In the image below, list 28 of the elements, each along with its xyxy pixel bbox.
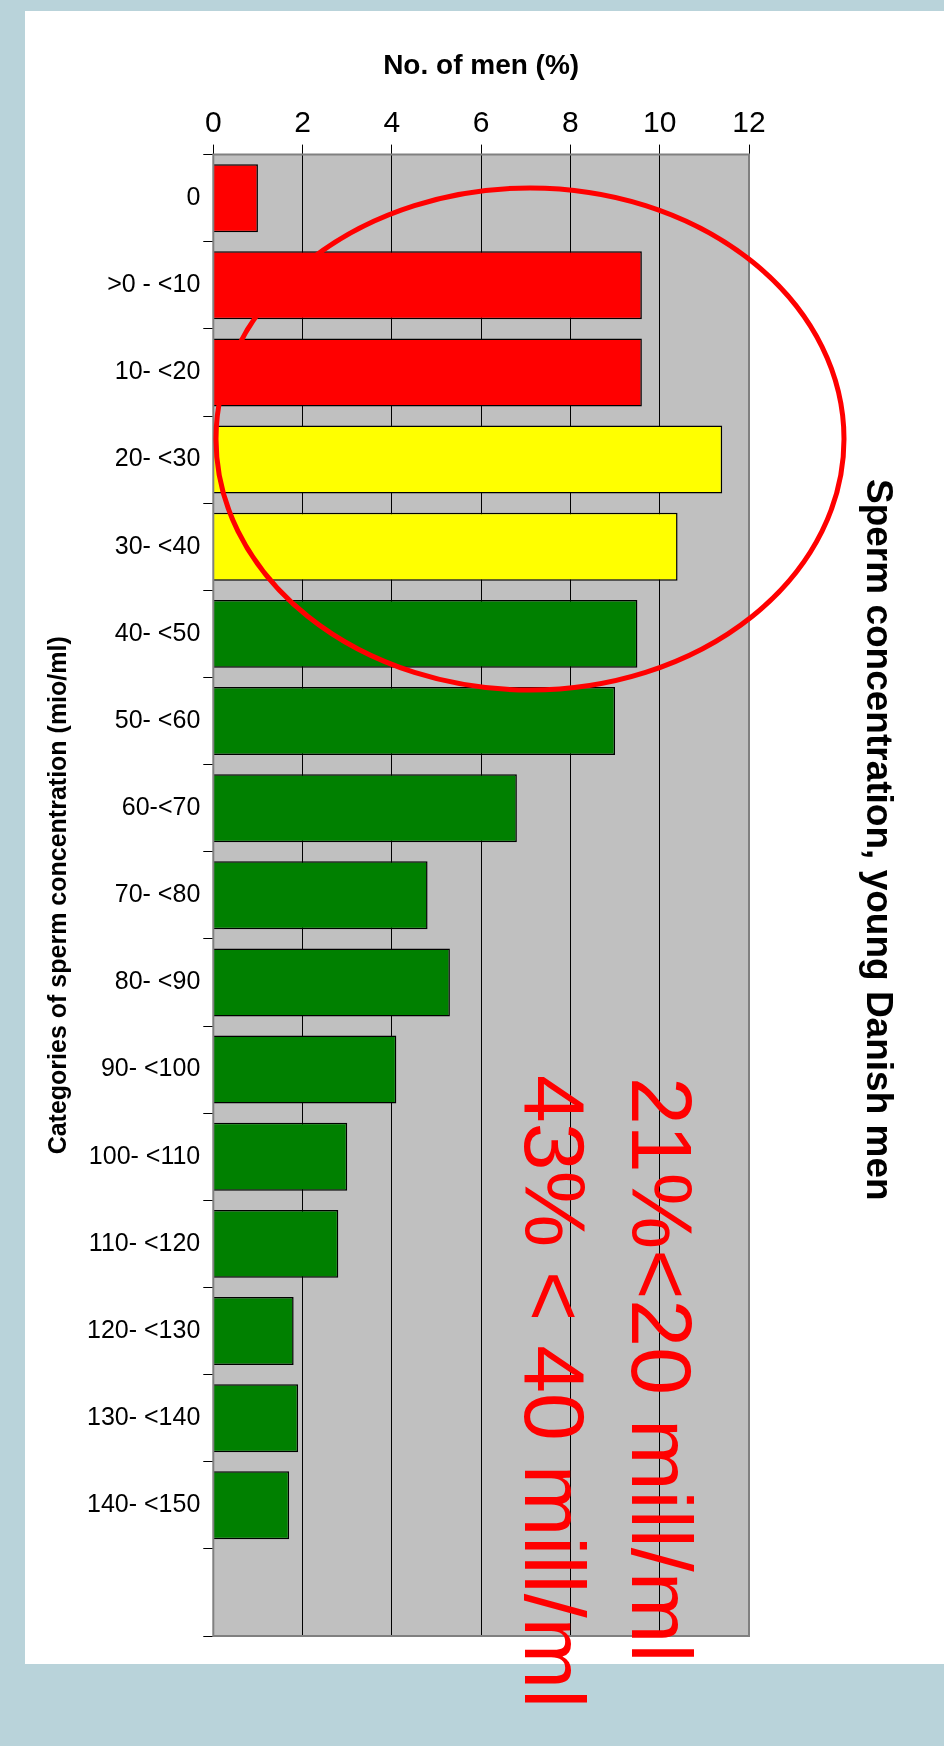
y-tick-label: 130- <140 bbox=[87, 1402, 201, 1431]
y-tick-label: 70- <80 bbox=[114, 879, 201, 908]
x-tick-label: 10 bbox=[643, 104, 677, 138]
y-tick-label: 80- <90 bbox=[114, 966, 201, 995]
text: Sperm concentration, young Danish men bbox=[859, 478, 900, 1203]
y-tick-label: 110- <120 bbox=[88, 1227, 201, 1256]
y-tick-label: 40- <50 bbox=[114, 617, 201, 646]
x-tick-label: 0 bbox=[204, 104, 222, 138]
y-tick-label: 90- <100 bbox=[100, 1053, 201, 1082]
y-tick-label: 120- <130 bbox=[87, 1314, 201, 1343]
y-tick-label: 100- <110 bbox=[88, 1140, 201, 1169]
y-tick-label: 0 bbox=[186, 182, 201, 211]
y-axis-title: Categories of sperm concentration (mio/ml) bbox=[42, 636, 71, 1155]
x-tick-label: 12 bbox=[732, 104, 766, 138]
y-tick-label: 60-<70 bbox=[121, 792, 201, 821]
y-tick-label: 10- <20 bbox=[114, 356, 201, 385]
y-tick-label: 50- <60 bbox=[114, 704, 201, 733]
x-tick-label: 8 bbox=[562, 104, 579, 138]
x-tick-label: 6 bbox=[472, 104, 490, 138]
y-tick-label: 30- <40 bbox=[114, 530, 201, 559]
y-tick-label: >0 - <10 bbox=[107, 269, 201, 298]
x-axis-title: No. of men (%) bbox=[383, 48, 580, 80]
annotation: 43% < 40 mill/ml bbox=[507, 1075, 603, 1709]
y-tick-label: 20- <30 bbox=[114, 443, 201, 472]
y-tick-label: 140- <150 bbox=[87, 1489, 201, 1518]
x-tick-label: 4 bbox=[383, 104, 401, 138]
annotation: 21%<20 mill/ml bbox=[614, 1077, 710, 1663]
x-tick-label: 2 bbox=[294, 104, 311, 138]
